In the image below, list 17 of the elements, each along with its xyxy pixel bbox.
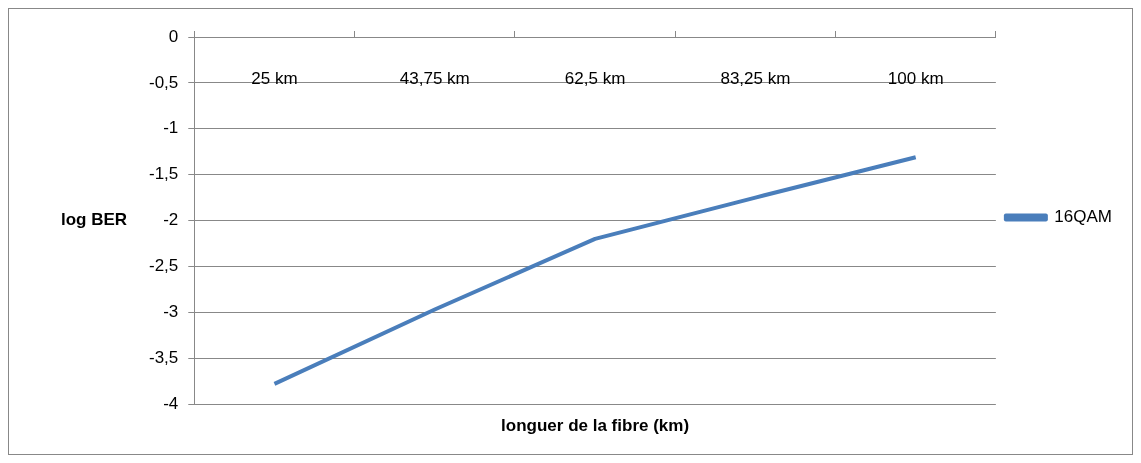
y-tick-label: -4 [163,393,179,413]
y-tick-label: -3 [163,301,179,321]
y-axis-title: log BER [60,210,128,230]
y-tick-label: -2,5 [149,256,179,276]
x-tick-label: 25 km [251,68,298,88]
y-tick-label: -2 [163,210,179,230]
x-tick-label: 83,25 km [720,68,791,88]
x-tick-label: 43,75 km [399,68,470,88]
y-tick-label: -3,5 [149,347,179,367]
y-tick-label: -0,5 [149,72,179,92]
x-tick-label: 62,5 km [564,68,626,88]
legend-label: 16QAM [1054,207,1113,227]
y-tick-label: -1 [163,118,179,138]
x-axis-title: longuer de la fibre (km) [501,415,690,435]
x-tick-label: 100 km [887,68,944,88]
y-tick-label: -1,5 [149,164,179,184]
y-tick-label: 0 [168,26,179,46]
